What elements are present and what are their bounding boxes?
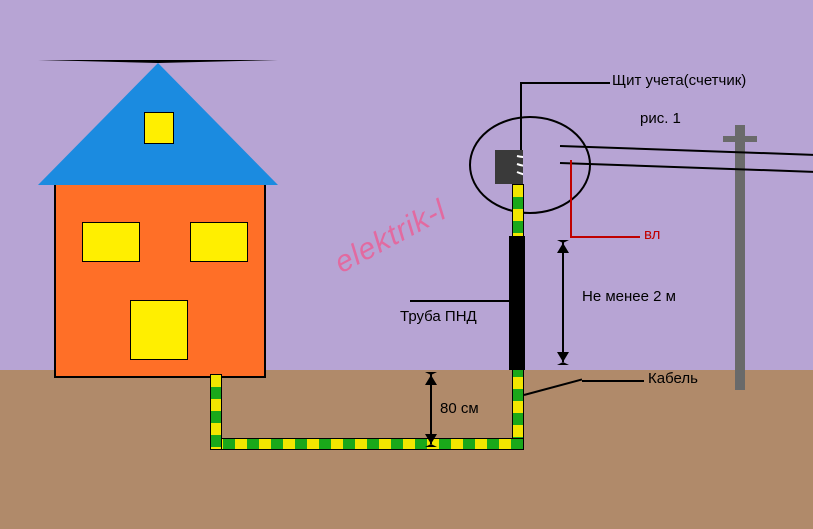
window-3 — [130, 300, 188, 360]
depth-label: 80 см — [440, 400, 479, 417]
pnd-pipe — [509, 236, 525, 370]
utility-pole — [735, 125, 745, 390]
meter-leader-h — [520, 82, 610, 84]
cable-horizontal — [210, 438, 524, 450]
pipe-label: Труба ПНД — [400, 308, 477, 325]
cable-up-house — [210, 374, 222, 450]
detail-bubble — [466, 113, 594, 217]
depth-arrow-top — [425, 372, 437, 385]
utility-pole-arm — [723, 136, 757, 142]
height-arrow-bottom — [557, 352, 569, 365]
depth-arrow-bottom — [425, 434, 437, 447]
meter-leader-v — [520, 82, 522, 150]
meter-box-wires-icon — [495, 150, 523, 184]
fig-label: рис. 1 — [640, 110, 681, 127]
window-1 — [82, 222, 140, 262]
meter-box — [495, 150, 523, 184]
vl-leader-h — [570, 236, 640, 238]
cable-label: Кабель — [648, 370, 698, 387]
min-height-label: Не менее 2 м — [582, 288, 676, 305]
height-dim-line — [562, 240, 564, 362]
pipe-leader-h — [410, 300, 510, 302]
vl-label: вл — [644, 226, 660, 243]
meter-label: Щит учета(счетчик) — [612, 72, 746, 89]
window-2 — [190, 222, 248, 262]
attic-window — [144, 112, 174, 144]
vl-leader-v — [570, 160, 572, 236]
diagram-stage: 80 см Не менее 2 м Щит учета(счетчик) ри… — [0, 0, 813, 529]
cable-leader-2 — [582, 380, 644, 382]
height-arrow-top — [557, 240, 569, 253]
